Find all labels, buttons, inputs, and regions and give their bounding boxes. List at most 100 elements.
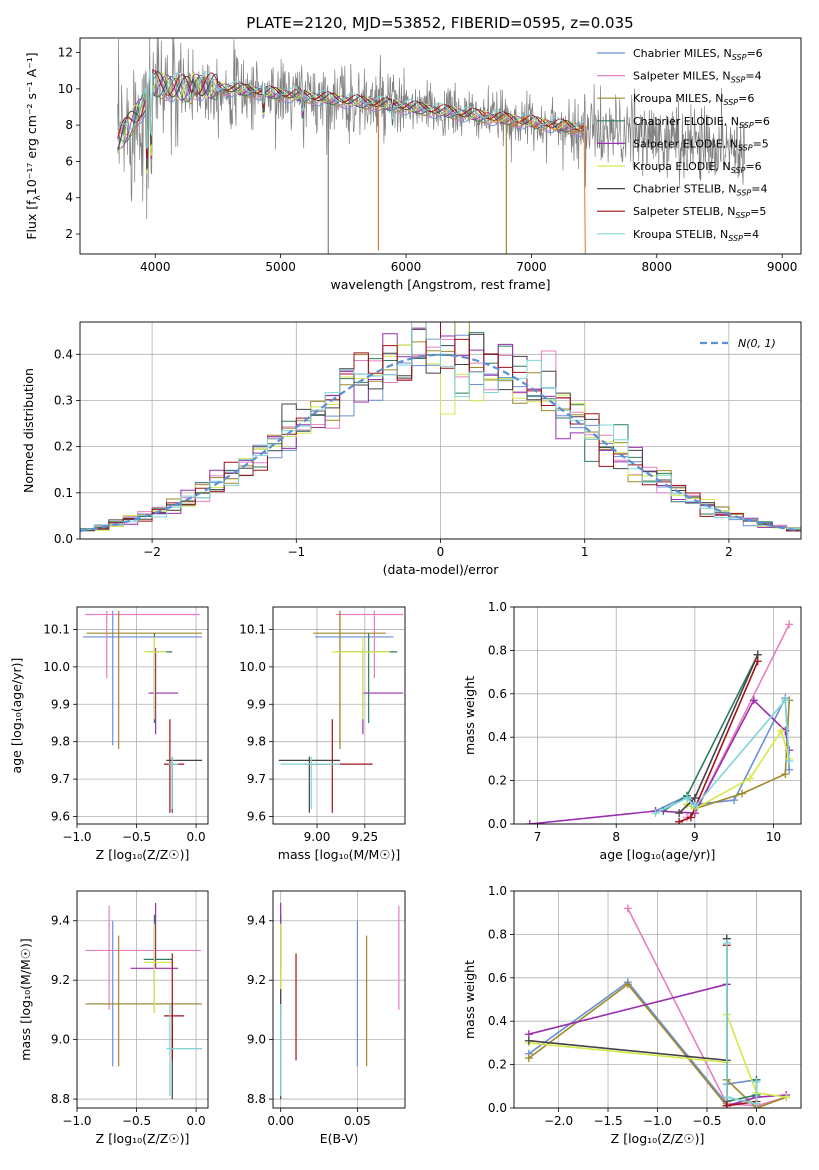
legend-sub: SSP [737,189,752,198]
axes-age_vs_mass: 9.00 9.25 9.6 9.7 9.8 9.9 10.0 10.1 mass [log₁₀(… [239,606,406,862]
series-marker [753,657,762,666]
y-tick-label: 0.2 [488,1058,507,1072]
y-axis-label: Flux [fλ10⁻¹⁷ erg cm⁻² s⁻¹ A⁻¹] [24,52,43,239]
y-axis-label: mass [log₁₀(M/M☉)] [18,938,33,1060]
axes-frame [76,890,209,1109]
axes-frame [272,890,406,1109]
plot-area-age_vs_mass [278,610,404,813]
x-tick-label: 9000 [767,260,798,274]
y-tick-label: 0.2 [54,440,73,454]
x-axis-label: E(B-V) [320,1131,359,1146]
legend-entry: Chabrier MILES, NSSP=6 [633,47,763,62]
x-tick-label: 0.0 [187,1114,206,1128]
axes-frame [79,37,802,255]
y-tick-label: 9.9 [247,697,266,711]
legend-tail: =4 [751,183,767,196]
plot-area-mass_vs_Z [85,902,203,1100]
y-tick-label: 0.2 [488,774,507,788]
axes-frame [272,606,406,825]
y-tick-label: 9.6 [247,810,266,824]
point-6 [143,923,173,1013]
x-axis-label: mass [log₁₀(M/M☉)] [278,847,400,862]
x-axis-label: Z [log₁₀(Z/Z☉)] [611,1131,705,1146]
y-tick-label: 9.2 [247,973,266,987]
x-tick-label: −2 [143,545,161,559]
y-tick-label: 9.8 [247,735,266,749]
series-9 [722,939,761,1108]
y-tick-label: 10.0 [43,660,70,674]
plot-area-weight_vs_Z [524,904,791,1108]
legend-entry: N(0, 1) [738,337,776,350]
x-axis-label: age [log₁₀(age/yr)] [600,847,716,862]
point-3 [86,610,203,750]
legend-label: Kroupa MILES, N [633,92,723,105]
point-8 [303,719,373,813]
series-marker [785,757,794,766]
point-4 [143,914,173,1013]
point-9 [280,756,340,810]
model-spectrum-9 [117,68,585,149]
series-marker [651,809,660,818]
x-tick-label: −1.0 [62,1114,91,1128]
legend-sub: SSP [732,53,747,62]
y-axis-label: mass weight [462,676,477,755]
legend-label: Kroupa ELODIE, N [633,160,731,173]
series-marker [785,620,794,629]
point-3 [313,610,386,750]
y-tick-label: 9.0 [247,1033,266,1047]
point-8 [163,719,185,813]
x-tick-label: 0.00 [267,1114,294,1128]
x-tick-label: 0 [437,545,445,559]
series-marker [675,817,684,824]
axes-weight_vs_age: 7 8 9 10 0.0 0.2 0.4 0.6 0.8 1.0 age [log₁₀(age/yr… [462,600,802,862]
axes-weight_vs_Z: −2.0 −1.5 −1.0 −0.5 0.0 0.0 0.2 0.4 0.6 0.8 1.0 Z [… [462,884,802,1146]
legend-entry: Chabrier STELIB, NSSP=4 [633,183,767,198]
y-tick-label: 0.0 [488,1101,507,1115]
grid-weight_vs_Z [514,890,801,1109]
y-tick-label: 0.8 [488,643,507,657]
y-label-sub: λ [33,194,43,200]
series-marker [722,1093,731,1102]
y-tick-label: 0.1 [54,486,73,500]
legend-label: Salpeter ELODIE, N [633,137,738,150]
residual-hist-6 [80,322,801,531]
y-label-rest: 10⁻¹⁷ erg cm⁻² s⁻¹ A⁻¹] [24,52,39,195]
y-tick-label: 9.4 [51,914,70,928]
series-marker [623,980,632,989]
y-axis-label: age [log₁₀(age/yr)] [9,658,24,774]
point-1 [82,610,203,746]
legend-sub: SSP [738,143,753,152]
series-marker [738,789,747,798]
x-tick-label: 7000 [516,260,547,274]
axes-spectrum: 4000 5000 6000 7000 8000 9000 2 4 6 8 10 12 waveleng… [24,37,802,292]
y-tick-label: 0.0 [488,817,507,831]
x-axis-label: Z [log₁₀(Z/Z☉)] [96,847,190,862]
legend-sub: SSP [731,76,746,85]
legend-tail: =5 [750,205,766,218]
series-marker [675,809,684,818]
series-marker [782,1093,791,1102]
series-marker [781,770,790,779]
point-4 [146,633,173,723]
y-tick-label: 6 [65,154,73,168]
y-axis-label: mass weight [462,960,477,1039]
point-2 [85,610,200,679]
legend-entry: Salpeter STELIB, NSSP=5 [633,205,766,220]
x-tick-label: 8000 [642,260,673,274]
point-8 [163,953,185,1061]
x-tick-label: 9.00 [304,830,331,844]
series-1 [524,978,761,1108]
model-spectrum-6 [117,72,585,175]
x-tick-label: 8 [612,830,620,844]
y-tick-label: 0.0 [54,532,73,546]
x-tick-label: 4000 [140,260,171,274]
point-3 [86,935,203,1067]
fit-segment [480,111,586,254]
legend-label: Chabrier MILES, N [633,47,732,60]
x-axis-label: wavelength [Angstrom, rest frame] [330,277,550,292]
legend-label: Chabrier ELODIE, N [633,115,739,128]
point-2 [336,610,404,679]
series-marker [730,796,739,805]
series-9 [651,696,794,818]
legend-entry: Chabrier ELODIE, NSSP=6 [633,115,770,130]
